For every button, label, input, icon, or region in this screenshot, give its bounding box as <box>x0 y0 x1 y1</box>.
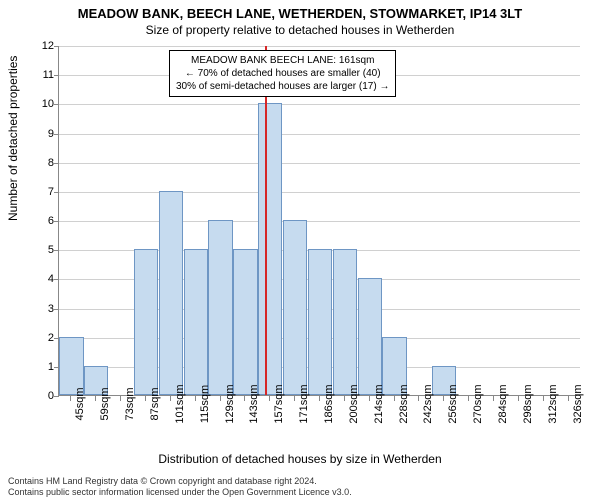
y-tick-label: 8 <box>4 157 54 169</box>
annotation-line3: 30% of semi-detached houses are larger (… <box>176 80 389 93</box>
y-tick-label: 0 <box>4 390 54 402</box>
gridline <box>59 192 580 193</box>
x-tick-label: 228sqm <box>398 384 410 423</box>
x-tick-label: 87sqm <box>149 387 161 420</box>
reference-line <box>265 46 267 395</box>
x-tick-label: 298sqm <box>522 384 534 423</box>
x-axis-label: Distribution of detached houses by size … <box>0 452 600 466</box>
y-tick-label: 10 <box>4 98 54 110</box>
x-tick-label: 242sqm <box>422 384 434 423</box>
y-tick-label: 3 <box>4 303 54 315</box>
y-tick-mark <box>54 192 59 193</box>
x-tick-mark <box>269 396 270 401</box>
plot-area: MEADOW BANK BEECH LANE: 161sqm ← 70% of … <box>58 46 580 396</box>
x-tick-mark <box>543 396 544 401</box>
y-tick-mark <box>54 134 59 135</box>
histogram-bar <box>333 249 357 395</box>
y-tick-label: 1 <box>4 361 54 373</box>
x-tick-mark <box>443 396 444 401</box>
histogram-bar <box>134 249 158 395</box>
y-tick-mark <box>54 221 59 222</box>
histogram-bar <box>208 220 232 395</box>
x-tick-label: 101sqm <box>174 384 186 423</box>
x-tick-label: 143sqm <box>248 384 260 423</box>
x-tick-label: 59sqm <box>99 387 111 420</box>
x-tick-label: 45sqm <box>74 387 86 420</box>
histogram-bar <box>59 337 83 395</box>
footer-line1: Contains HM Land Registry data © Crown c… <box>8 476 352 487</box>
x-tick-mark <box>394 396 395 401</box>
annotation-line2: ← 70% of detached houses are smaller (40… <box>176 67 389 80</box>
y-tick-label: 7 <box>4 186 54 198</box>
y-tick-label: 6 <box>4 215 54 227</box>
x-tick-label: 284sqm <box>497 384 509 423</box>
x-tick-label: 312sqm <box>547 384 559 423</box>
x-tick-mark <box>493 396 494 401</box>
y-tick-mark <box>54 75 59 76</box>
histogram-bar <box>233 249 257 395</box>
histogram-bar <box>283 220 307 395</box>
x-tick-mark <box>195 396 196 401</box>
x-tick-label: 200sqm <box>348 384 360 423</box>
x-tick-label: 157sqm <box>273 384 285 423</box>
y-tick-label: 5 <box>4 244 54 256</box>
y-tick-mark <box>54 279 59 280</box>
footer-line2: Contains public sector information licen… <box>8 487 352 498</box>
histogram-bar <box>258 103 282 395</box>
x-tick-mark <box>518 396 519 401</box>
y-ticks: 0123456789101112 <box>0 46 58 396</box>
chart-subtitle: Size of property relative to detached ho… <box>0 21 600 37</box>
x-tick-mark <box>568 396 569 401</box>
chart-container: MEADOW BANK, BEECH LANE, WETHERDEN, STOW… <box>0 0 600 500</box>
annotation-box: MEADOW BANK BEECH LANE: 161sqm ← 70% of … <box>169 50 396 97</box>
x-tick-label: 73sqm <box>124 387 136 420</box>
gridline <box>59 46 580 47</box>
x-tick-mark <box>170 396 171 401</box>
histogram-bar <box>358 278 382 395</box>
x-tick-mark <box>369 396 370 401</box>
x-tick-mark <box>468 396 469 401</box>
x-tick-mark <box>220 396 221 401</box>
y-tick-mark <box>54 309 59 310</box>
x-ticks: 45sqm59sqm73sqm87sqm101sqm115sqm129sqm14… <box>58 396 580 456</box>
histogram-bar <box>159 191 183 395</box>
y-tick-mark <box>54 250 59 251</box>
x-tick-mark <box>344 396 345 401</box>
x-tick-label: 326sqm <box>572 384 584 423</box>
y-tick-label: 12 <box>4 40 54 52</box>
x-tick-label: 129sqm <box>224 384 236 423</box>
x-tick-mark <box>95 396 96 401</box>
y-tick-mark <box>54 104 59 105</box>
x-tick-label: 115sqm <box>199 385 211 423</box>
y-tick-label: 11 <box>4 69 54 81</box>
histogram-bar <box>308 249 332 395</box>
x-tick-label: 171sqm <box>298 384 310 423</box>
x-tick-mark <box>70 396 71 401</box>
gridline <box>59 134 580 135</box>
gridline <box>59 221 580 222</box>
histogram-bar <box>184 249 208 395</box>
annotation-line1: MEADOW BANK BEECH LANE: 161sqm <box>176 54 389 67</box>
x-tick-mark <box>244 396 245 401</box>
x-tick-mark <box>319 396 320 401</box>
x-tick-mark <box>145 396 146 401</box>
x-tick-label: 186sqm <box>323 384 335 423</box>
x-tick-mark <box>418 396 419 401</box>
x-tick-label: 214sqm <box>373 384 385 423</box>
y-tick-mark <box>54 46 59 47</box>
y-tick-label: 9 <box>4 128 54 140</box>
x-tick-label: 270sqm <box>472 384 484 423</box>
chart-title: MEADOW BANK, BEECH LANE, WETHERDEN, STOW… <box>0 0 600 21</box>
x-tick-label: 256sqm <box>447 384 459 423</box>
x-tick-mark <box>294 396 295 401</box>
x-tick-mark <box>120 396 121 401</box>
y-tick-label: 2 <box>4 332 54 344</box>
gridline <box>59 163 580 164</box>
y-tick-mark <box>54 163 59 164</box>
y-tick-label: 4 <box>4 273 54 285</box>
gridline <box>59 104 580 105</box>
footer: Contains HM Land Registry data © Crown c… <box>8 476 352 498</box>
